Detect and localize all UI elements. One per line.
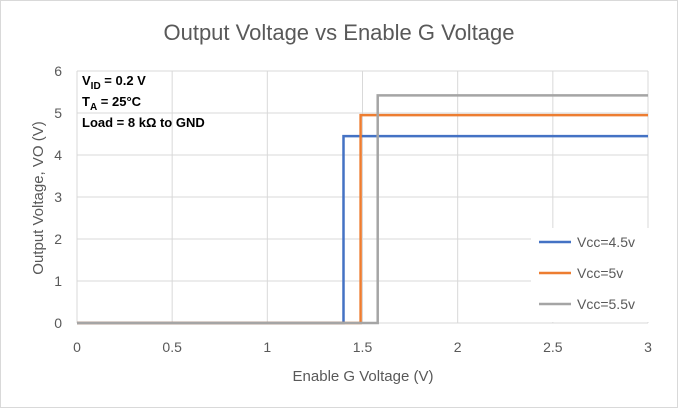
chart-title: Output Voltage vs Enable G Voltage <box>163 20 514 45</box>
y-tick-label: 5 <box>54 105 62 121</box>
annotation-vid: VID = 0.2 V <box>82 73 146 92</box>
x-tick-label: 1 <box>263 339 271 355</box>
x-tick-label: 3 <box>644 339 652 355</box>
y-axis-label: Output Voltage, VO (V) <box>30 121 47 274</box>
x-axis-label: Enable G Voltage (V) <box>293 368 434 385</box>
annotation-ta: TA = 25°C <box>82 94 142 113</box>
x-tick-label: 0.5 <box>162 339 182 355</box>
y-tick-label: 1 <box>54 273 62 289</box>
y-tick-label: 3 <box>54 189 62 205</box>
series-lines <box>77 94 648 325</box>
legend: Vcc=4.5v Vcc=5v Vcc=5.5v <box>531 228 649 322</box>
x-tick-label: 1.5 <box>353 339 373 355</box>
legend-box <box>531 228 649 322</box>
y-tick-label: 4 <box>54 147 62 163</box>
x-tick-labels: 0 0.5 1 1.5 2 2.5 3 <box>73 339 652 355</box>
y-tick-label: 0 <box>54 315 62 331</box>
legend-label: Vcc=5v <box>577 265 623 281</box>
annotation-load: Load = 8 kΩ to GND <box>82 115 205 130</box>
x-tick-label: 0 <box>73 339 81 355</box>
y-tick-labels: 0 1 2 3 4 5 6 <box>54 63 62 331</box>
x-tick-label: 2 <box>454 339 462 355</box>
y-tick-label: 6 <box>54 63 62 79</box>
legend-label: Vcc=5.5v <box>577 296 635 312</box>
series-line <box>77 94 648 325</box>
y-tick-label: 2 <box>54 231 62 247</box>
x-tick-label: 2.5 <box>543 339 563 355</box>
legend-label: Vcc=4.5v <box>577 234 635 250</box>
